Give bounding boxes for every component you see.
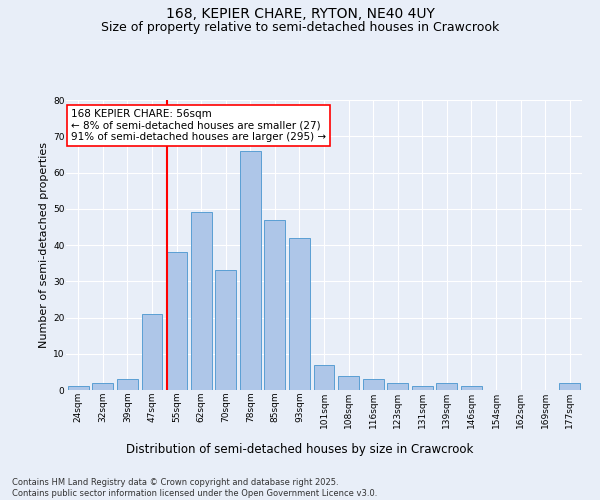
Text: 168 KEPIER CHARE: 56sqm
← 8% of semi-detached houses are smaller (27)
91% of sem: 168 KEPIER CHARE: 56sqm ← 8% of semi-det… [71,108,326,142]
Text: Contains HM Land Registry data © Crown copyright and database right 2025.
Contai: Contains HM Land Registry data © Crown c… [12,478,377,498]
Bar [68,386,89,390]
Bar [166,252,187,390]
Text: Distribution of semi-detached houses by size in Crawcrook: Distribution of semi-detached houses by … [127,442,473,456]
Text: Size of property relative to semi-detached houses in Crawcrook: Size of property relative to semi-detach… [101,21,499,34]
Bar [362,379,383,390]
Bar [436,383,457,390]
Bar [461,386,482,390]
Bar [387,383,408,390]
Bar [314,364,334,390]
Bar [265,220,286,390]
Bar [215,270,236,390]
Bar [412,386,433,390]
Text: 168, KEPIER CHARE, RYTON, NE40 4UY: 168, KEPIER CHARE, RYTON, NE40 4UY [166,8,434,22]
Y-axis label: Number of semi-detached properties: Number of semi-detached properties [39,142,49,348]
Bar [191,212,212,390]
Bar [289,238,310,390]
Bar [142,314,163,390]
Bar [559,383,580,390]
Bar [117,379,138,390]
Bar [338,376,359,390]
Bar [240,151,261,390]
Bar [92,383,113,390]
